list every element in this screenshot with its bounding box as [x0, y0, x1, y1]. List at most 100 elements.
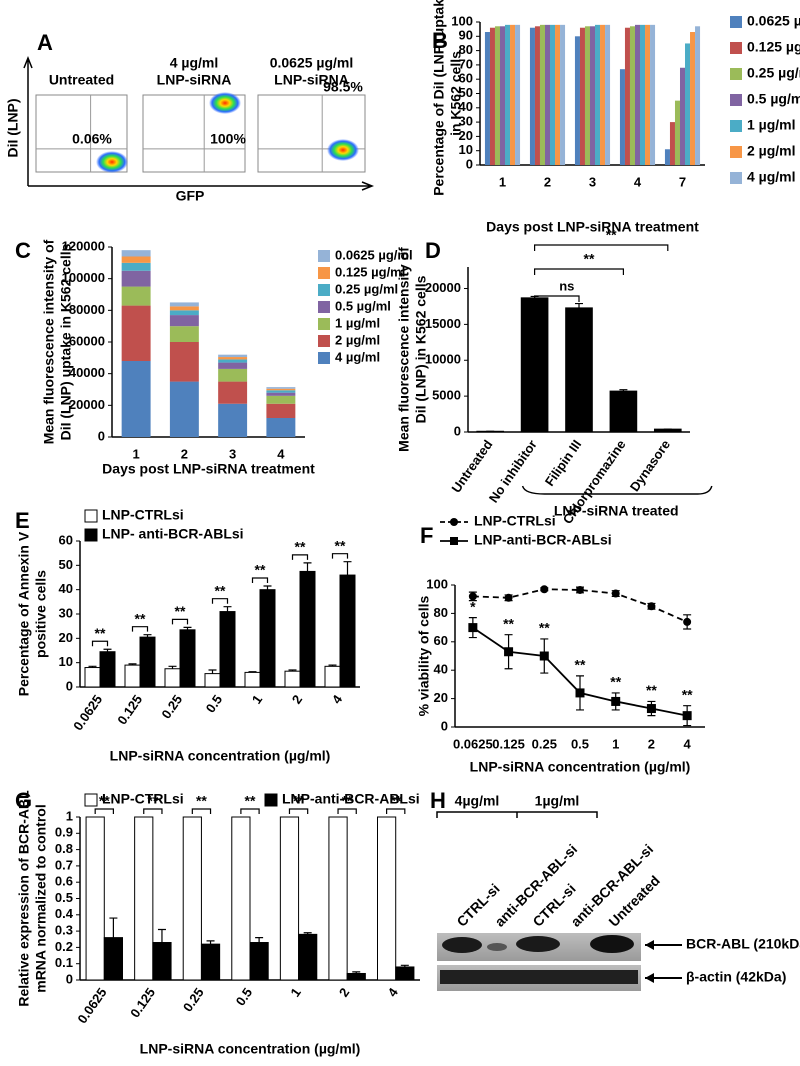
- y-tick-label: 120000: [62, 238, 105, 253]
- blot-band: [440, 970, 638, 984]
- bar-segment: [121, 262, 151, 271]
- dose-label: 1µg/ml: [535, 793, 580, 809]
- panel-letter: E: [15, 508, 30, 533]
- bar-segment: [218, 362, 248, 369]
- point: [468, 623, 478, 633]
- bar-segment: [266, 395, 296, 404]
- x-tick-label: Filipin III: [542, 437, 585, 489]
- x-tick-label: Untreated: [448, 437, 495, 495]
- bar: [377, 816, 397, 981]
- dose-label: 4µg/ml: [455, 793, 500, 809]
- group-bracket: [521, 485, 713, 495]
- legend-label: LNP-CTRLsi: [102, 507, 184, 523]
- x-tick-label: 0.0625: [70, 692, 105, 733]
- plot-title: Untreated: [49, 72, 114, 88]
- sig-bracket: [131, 626, 149, 632]
- arrow-head: [645, 940, 654, 950]
- bar-segment: [121, 270, 151, 287]
- blot-band: [442, 937, 482, 953]
- error-bar: [288, 669, 297, 672]
- x-tick-label: 1: [287, 985, 303, 1000]
- bar-segment: [121, 361, 151, 437]
- sig-bracket: [534, 244, 669, 251]
- error-bar: [206, 940, 215, 945]
- bar: [299, 570, 316, 688]
- bar: [645, 24, 651, 165]
- bar-segment: [266, 388, 296, 391]
- bar-segment: [169, 310, 199, 316]
- legend-swatch: [730, 94, 742, 106]
- sig-bracket: [191, 808, 212, 814]
- legend-label: LNP-CTRLsi: [102, 791, 184, 807]
- error-bar: [352, 971, 361, 974]
- significance: **: [335, 537, 346, 553]
- significance: **: [215, 582, 226, 598]
- bar: [124, 664, 141, 688]
- y-tick-label: 50: [459, 85, 473, 100]
- x-axis-label: LNP-siRNA concentration (µg/ml): [470, 759, 691, 775]
- bar: [284, 670, 301, 688]
- bar-segment: [218, 359, 248, 363]
- y-tick-label: 70: [459, 56, 473, 71]
- error-bar: [208, 669, 217, 674]
- bar-segment: [266, 418, 296, 437]
- error-bar: [343, 561, 352, 576]
- y-tick-label: 60000: [69, 333, 105, 348]
- point: [611, 696, 621, 706]
- bar: [589, 26, 596, 166]
- y-tick-label: 60: [434, 633, 448, 648]
- y-axis-label: mRNA normalized to control: [33, 804, 49, 993]
- y-tick-label: 0.4: [55, 906, 74, 921]
- bar: [544, 24, 551, 165]
- bar-segment: [218, 354, 248, 358]
- x-axis-label: LNP-siRNA concentration (µg/ml): [140, 1041, 361, 1057]
- x-tick-label: 4: [385, 984, 402, 999]
- significance: **: [584, 251, 595, 267]
- bar: [328, 816, 348, 981]
- bar: [539, 24, 545, 165]
- bar: [695, 26, 701, 166]
- panel-letter: A: [37, 30, 53, 55]
- bar-segment: [266, 392, 296, 396]
- significance: **: [175, 603, 186, 619]
- significance: **: [610, 674, 621, 690]
- bar: [494, 26, 500, 166]
- sig-bracket: [331, 553, 349, 559]
- bar: [134, 816, 154, 981]
- sig-bracket: [291, 554, 309, 560]
- legend-label: 0.5 µg/ml: [747, 91, 800, 107]
- point: [683, 617, 692, 626]
- bar-segment: [169, 306, 199, 311]
- legend-label: 0.5 µg/ml: [335, 298, 391, 313]
- blot-band: [516, 936, 560, 952]
- y-tick-label: 60: [459, 71, 473, 86]
- y-tick-label: 0.2: [55, 939, 73, 954]
- sig-bracket: [143, 808, 163, 814]
- error-bar: [223, 606, 232, 612]
- x-tick-label: 3: [229, 446, 236, 461]
- bar: [139, 636, 156, 688]
- significance: ns: [559, 278, 574, 293]
- bar: [605, 24, 611, 165]
- sig-bracket: [251, 577, 269, 584]
- bar-segment: [266, 390, 296, 393]
- legend-marker: [450, 518, 458, 526]
- x-tick-label: 0.125: [114, 692, 145, 727]
- y-tick-label: 0.1: [55, 955, 73, 970]
- y-axis-label: in K562 cells: [448, 51, 464, 136]
- bar: [510, 24, 516, 165]
- x-axis-label: LNP-siRNA concentration (µg/ml): [110, 748, 331, 764]
- point: [575, 688, 585, 698]
- sig-bracket: [534, 295, 580, 302]
- y-tick-label: 20: [459, 128, 473, 143]
- bar: [152, 942, 172, 981]
- panel-letter: F: [420, 523, 433, 548]
- sig-bracket: [288, 808, 309, 814]
- x-tick-label: 4: [634, 174, 642, 189]
- bar: [520, 297, 549, 433]
- flow-plot: [257, 94, 366, 173]
- legend-label: 2 µg/ml: [747, 143, 796, 159]
- y-tick-label: 40: [434, 662, 448, 677]
